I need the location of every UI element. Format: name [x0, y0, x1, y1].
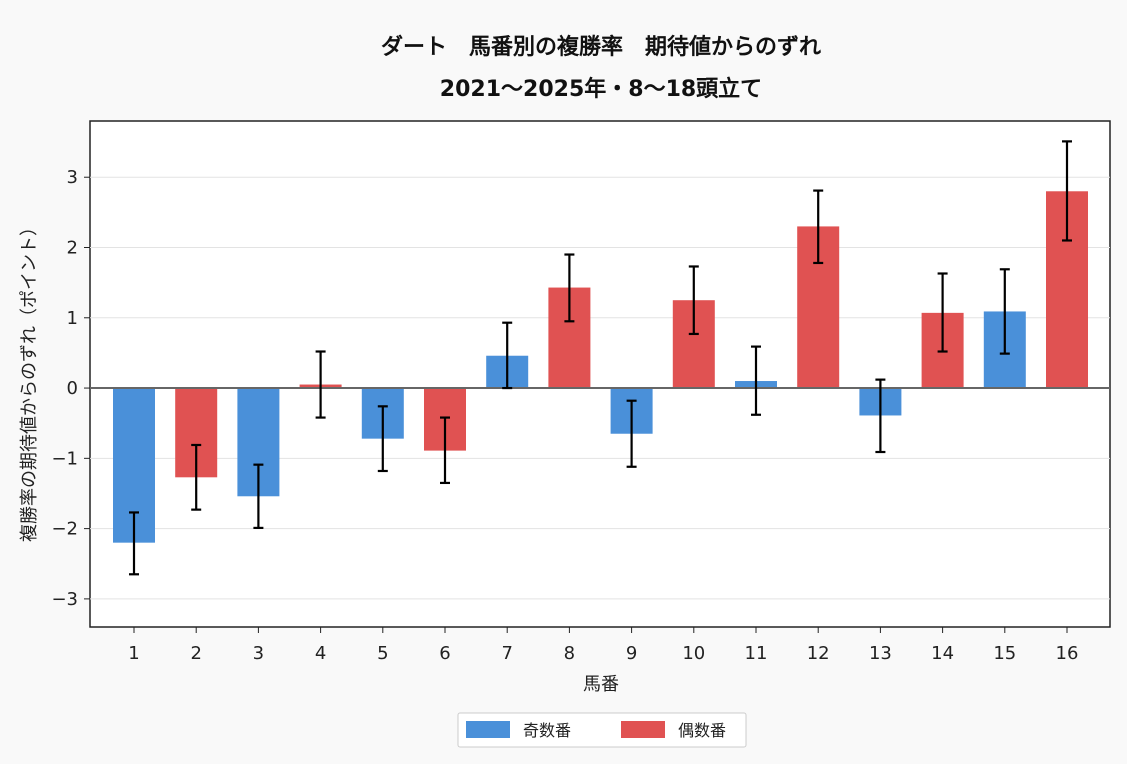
- chart-title: ダート 馬番別の複勝率 期待値からのずれ: [381, 34, 821, 60]
- error-bar-14: [937, 272, 948, 353]
- legend-label-odd: 奇数番: [523, 721, 571, 740]
- x-tick-label: 16: [1056, 643, 1079, 664]
- x-tick-label: 7: [501, 643, 512, 664]
- x-tick-label: 1: [128, 643, 139, 664]
- x-tick-label: 3: [253, 643, 264, 664]
- x-tick-label: 9: [626, 643, 637, 664]
- error-bar-9: [626, 399, 637, 468]
- legend: 奇数番 偶数番: [457, 712, 747, 748]
- error-bar-12: [813, 189, 824, 265]
- legend-swatch-even: [621, 721, 665, 738]
- x-tick-label: 13: [869, 643, 892, 664]
- legend-label-even: 偶数番: [678, 721, 726, 740]
- x-tick-label: 8: [564, 643, 575, 664]
- x-axis-ticks: 1 2 3 4 5 6 7 8 9 10 11 12 13 14 15 16: [128, 627, 1078, 664]
- y-tick-label: 2: [67, 238, 78, 259]
- chart-subtitle: 2021〜2025年・8〜18頭立て: [440, 76, 762, 102]
- y-axis-label: 複勝率の期待値からのずれ（ポイント）: [19, 218, 40, 542]
- error-bars: [129, 140, 1072, 576]
- error-bar-2: [191, 443, 202, 511]
- y-tick-label: −3: [51, 589, 78, 610]
- error-bar-4: [315, 350, 326, 419]
- x-tick-label: 11: [745, 643, 768, 664]
- legend-box: [457, 712, 747, 748]
- error-bar-1: [129, 511, 139, 576]
- error-bar-10: [688, 265, 699, 336]
- x-tick-label: 6: [439, 643, 450, 664]
- x-tick-label: 14: [931, 643, 954, 664]
- y-tick-label: 0: [67, 378, 78, 399]
- x-tick-label: 10: [682, 643, 705, 664]
- error-bar-15: [999, 268, 1010, 355]
- error-bar-6: [440, 416, 450, 485]
- error-bar-13: [875, 378, 886, 454]
- x-tick-label: 12: [807, 643, 830, 664]
- error-bar-3: [253, 463, 264, 530]
- x-tick-label: 2: [190, 643, 201, 664]
- error-bar-8: [564, 253, 575, 323]
- y-tick-label: 1: [67, 308, 78, 329]
- error-bar-5: [377, 405, 388, 473]
- error-bar-7: [502, 321, 513, 390]
- error-bar-16: [1062, 140, 1072, 242]
- x-tick-label: 5: [377, 643, 388, 664]
- y-tick-label: 3: [67, 167, 78, 188]
- y-tick-label: −1: [51, 448, 78, 469]
- x-tick-label: 4: [315, 643, 326, 664]
- x-tick-label: 15: [993, 643, 1016, 664]
- error-bar-11: [751, 345, 761, 416]
- legend-swatch-odd: [466, 721, 510, 738]
- y-tick-label: −2: [51, 519, 78, 540]
- x-axis-label: 馬番: [583, 674, 619, 695]
- y-axis-ticks: −3 −2 −1 0 1 2 3: [51, 167, 90, 610]
